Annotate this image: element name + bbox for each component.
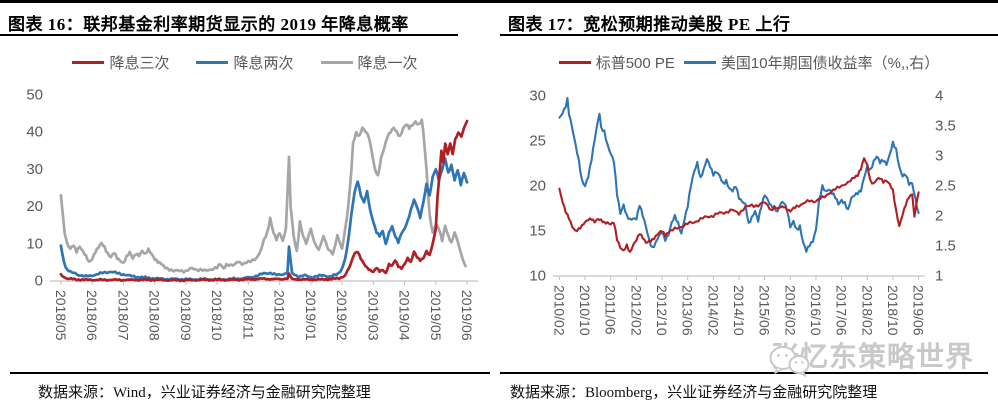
legend-swatch-line (196, 61, 229, 64)
x-tick-label: 2019/01 (303, 290, 319, 341)
legend-label: 标普500 PE (595, 55, 675, 72)
x-tick-label: 2018/10 (209, 290, 225, 341)
figure-17-panel: 图表 17：宽松预期推动美股 PE 上行 2010/02 2010/10 2011/… (500, 3, 998, 410)
figure-16-title: 图表 16：联邦基金利率期货显示的 2019 年降息概率 (0, 3, 458, 36)
y-tick-label: 30 (529, 88, 546, 105)
x-tick-label: 2010/10 (577, 285, 593, 336)
legend-swatch-line (320, 61, 353, 64)
x-tick-label: 2010/02 (551, 285, 567, 336)
series-line-blue (59, 157, 469, 282)
y-tick-label: 15 (529, 223, 546, 240)
figure-16-source: 数据来源：Wind，兴业证券经济与金融研究院整理 (10, 372, 490, 408)
series-line-red (558, 157, 920, 253)
legend-item: 降息两次 (196, 52, 294, 73)
legend-label: 降息两次 (233, 55, 294, 72)
y-tick-label: 50 (26, 87, 43, 104)
x-tick-label: 2018/10 (885, 285, 901, 336)
x-tick-label: 2019/04 (397, 290, 413, 341)
x-tick-label: 2014/02 (705, 285, 721, 336)
figure-17-legend: 标普500 PE 美国10年期国债收益率（%,,右） (500, 52, 998, 73)
x-tick-label: 2018/12 (272, 290, 288, 341)
watermark: 张忆东策略世界 (768, 344, 974, 377)
x-tick-label: 2015/06 (757, 285, 773, 336)
legend-label: 降息三次 (109, 55, 170, 72)
y-tick-label: 10 (529, 268, 546, 285)
figure-17-chart: 2010/02 2010/10 2011/06 2012/02 2012/10 2013/… (500, 36, 998, 377)
figure-17-title: 图表 17：宽松预期推动美股 PE 上行 (500, 3, 998, 36)
x-tick-label: 2018/06 (84, 290, 100, 341)
series-line-blue (558, 96, 920, 253)
y2-tick-label: 4 (935, 88, 943, 105)
x-tick-label: 2018/11 (240, 290, 256, 340)
legend-item: 标普500 PE (558, 52, 675, 73)
x-tick-label: 2013/06 (680, 285, 696, 336)
legend-item: 美国10年期国债收益率（%,,右） (683, 52, 940, 73)
figure-16-legend: 降息三次 降息两次 降息一次 (0, 52, 490, 73)
figure-17-source: 数据来源：Bloomberg，兴业证券经济与金融研究院整理 (500, 372, 988, 408)
figure-16-panel: 图表 16：联邦基金利率期货显示的 2019 年降息概率 2018/05 2018… (0, 3, 490, 410)
x-tick-label: 2012/02 (628, 285, 644, 336)
y2-tick-label: 2 (935, 208, 943, 225)
y2-tick-label: 3.5 (935, 118, 956, 135)
series-line-gray (59, 118, 467, 274)
x-tick-label: 2016/10 (808, 285, 824, 336)
legend-label: 降息一次 (357, 55, 418, 72)
y-tick-label: 20 (26, 198, 43, 215)
x-tick-label: 2019/03 (365, 290, 381, 341)
x-tick-label: 2019/06 (911, 285, 927, 336)
legend-item: 降息三次 (72, 52, 169, 73)
legend-swatch-line (558, 61, 591, 64)
x-tick-label: 2018/07 (115, 290, 131, 341)
x-tick-label: 2019/06 (459, 290, 475, 341)
y-tick-label: 25 (529, 133, 546, 150)
legend-label: 美国10年期国债收益率（%,,右） (720, 55, 940, 72)
figure-16-chart: 2018/05 2018/06 2018/07 2018/08 2018/09 2018/… (0, 36, 490, 372)
y2-tick-label: 1.5 (935, 238, 956, 255)
y2-tick-label: 3 (935, 148, 943, 165)
x-tick-label: 2016/02 (782, 285, 798, 336)
x-tick-label: 2011/06 (603, 285, 619, 335)
figure-16-chart-svg: 2018/05 2018/06 2018/07 2018/08 2018/09 2018/… (26, 87, 478, 341)
x-tick-label: 2018/02 (859, 285, 875, 336)
y-tick-label: 20 (529, 178, 546, 195)
y2-tick-label: 1 (935, 268, 943, 285)
x-tick-label: 2018/08 (147, 290, 163, 341)
y-tick-label: 30 (26, 161, 43, 178)
y-tick-label: 40 (26, 124, 43, 141)
x-tick-label: 2018/05 (53, 290, 69, 341)
x-tick-label: 2014/10 (731, 285, 747, 336)
x-tick-label: 2018/09 (178, 290, 194, 341)
y2-tick-label: 2.5 (935, 178, 956, 195)
x-tick-label: 2017/06 (834, 285, 850, 336)
x-tick-label: 2019/05 (428, 290, 444, 341)
y-tick-label: 0 (35, 273, 43, 290)
x-tick-label: 2019/02 (334, 290, 350, 341)
legend-swatch-line (72, 61, 105, 64)
legend-item: 降息一次 (320, 52, 418, 73)
legend-swatch-line (683, 61, 716, 64)
series-line-red (59, 119, 469, 283)
figure-17-chart-svg: 2010/02 2010/10 2011/06 2012/02 2012/10 2013/… (529, 88, 956, 336)
y-tick-label: 10 (26, 235, 43, 252)
x-tick-label: 2012/10 (654, 285, 670, 336)
